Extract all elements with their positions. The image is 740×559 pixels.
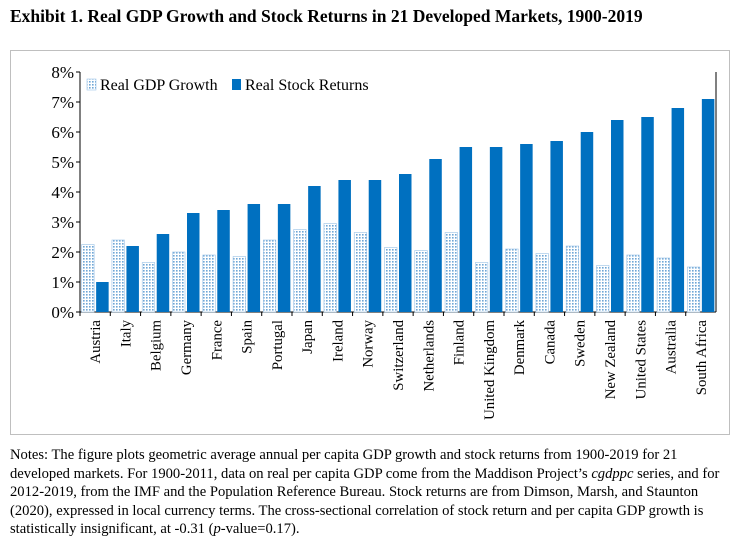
bar-gdp-growth xyxy=(596,265,610,313)
bar-stock-returns xyxy=(550,141,563,312)
y-tick-label: 3% xyxy=(51,213,74,232)
x-category-label: Italy xyxy=(118,319,134,347)
x-category-label: Austria xyxy=(88,320,104,364)
x-category-label: Finland xyxy=(452,319,468,365)
bar-gdp-growth xyxy=(687,266,701,313)
x-category-label: Sweden xyxy=(573,319,589,366)
x-category-label: Netherlands xyxy=(421,320,437,392)
bar-gdp-growth xyxy=(263,239,277,313)
bar-gdp-growth xyxy=(565,245,580,313)
bar-gdp-growth xyxy=(293,229,307,313)
notes-p: p xyxy=(213,521,221,538)
bar-stock-returns xyxy=(96,282,109,312)
x-category-label: South Africa xyxy=(694,320,710,396)
bar-gdp-growth xyxy=(141,262,156,313)
y-tick-label: 8% xyxy=(51,63,74,82)
bar-gdp-growth xyxy=(414,250,428,313)
bar-stock-returns xyxy=(187,213,200,312)
bar-stock-returns xyxy=(520,144,533,312)
bar-stock-returns xyxy=(217,210,230,312)
bar-gdp-growth xyxy=(232,256,246,313)
bar-stock-returns xyxy=(701,99,715,312)
bar-stock-returns xyxy=(156,234,170,312)
x-category-label: New Zealand xyxy=(603,319,619,399)
bar-stock-returns xyxy=(429,159,442,312)
x-category-label: Australia xyxy=(664,320,680,375)
bar-stock-returns xyxy=(671,108,685,312)
y-tick-label: 2% xyxy=(51,243,74,262)
x-category-label: Spain xyxy=(240,319,256,353)
bar-gdp-growth xyxy=(444,232,458,313)
x-category-label: United Kingdom xyxy=(482,320,498,420)
bar-stock-returns xyxy=(247,204,261,312)
x-category-label: Denmark xyxy=(512,319,528,375)
chart-area: 0% 1% 2% 3% 4% 5% 6% 7% 8% Austria Italy Belgium Ge… xyxy=(10,50,730,435)
bar-stock-returns xyxy=(580,132,594,312)
exhibit-title: Exhibit 1. Real GDP Growth and Stock Ret… xyxy=(10,6,643,26)
x-category-label: Canada xyxy=(542,320,558,365)
bar-gdp-growth xyxy=(81,244,95,313)
bar-gdp-growth xyxy=(626,254,640,313)
bar-gdp-growth xyxy=(323,223,337,313)
bar-stock-returns xyxy=(368,180,382,312)
legend-swatch-gdp xyxy=(86,78,97,91)
notes-cgdppc: cgdppc xyxy=(591,465,634,482)
bar-gdp-growth xyxy=(656,257,670,313)
chart-notes: Notes: The figure plots geometric averag… xyxy=(10,446,734,539)
x-category-label: Germany xyxy=(179,319,195,375)
x-category-label: Norway xyxy=(361,319,377,367)
y-tick-label: 0% xyxy=(51,303,74,322)
bar-stock-returns xyxy=(126,246,139,312)
x-category-label: Ireland xyxy=(330,319,346,361)
bar-stock-returns xyxy=(308,186,321,312)
bar-stock-returns xyxy=(611,120,624,312)
y-tick-label: 4% xyxy=(51,183,74,202)
bar-gdp-growth xyxy=(535,253,549,313)
bar-stock-returns xyxy=(641,117,654,312)
notes-text-3: -value=0.17). xyxy=(220,521,300,538)
bar-gdp-growth xyxy=(202,254,216,313)
bar-stock-returns xyxy=(338,180,351,312)
legend-label-gdp: Real GDP Growth xyxy=(100,77,218,94)
notes-text-2: series, and for 2012-2019, from the IMF … xyxy=(10,465,720,538)
x-category-label: Japan xyxy=(300,319,316,353)
legend-swatch-stock xyxy=(232,79,241,90)
x-category-label: Switzerland xyxy=(391,319,407,390)
y-tick-label: 6% xyxy=(51,123,74,142)
bar-stock-returns xyxy=(399,174,412,312)
bar-chart: 0% 1% 2% 3% 4% 5% 6% 7% 8% Austria Italy Belgium Ge… xyxy=(51,63,717,420)
bar-stock-returns xyxy=(277,204,291,312)
x-category-label: France xyxy=(209,320,225,361)
x-category-label: Belgium xyxy=(149,320,165,371)
legend-label-stock: Real Stock Returns xyxy=(245,77,369,94)
x-category-label: United States xyxy=(633,320,649,400)
bar-gdp-growth xyxy=(475,262,489,313)
bar-gdp-growth xyxy=(353,232,368,313)
bar-gdp-growth xyxy=(505,248,519,313)
y-tick-label: 1% xyxy=(51,273,74,292)
notes-text-1: Notes: The figure plots geometric averag… xyxy=(10,447,678,482)
y-tick-label: 7% xyxy=(51,93,74,112)
bar-stock-returns xyxy=(459,147,473,312)
bar-gdp-growth xyxy=(111,239,125,313)
x-category-label: Portugal xyxy=(270,320,286,370)
bar-gdp-growth xyxy=(172,251,186,313)
y-tick-label: 5% xyxy=(51,153,74,172)
bar-stock-returns xyxy=(489,147,503,312)
bar-gdp-growth xyxy=(384,247,398,313)
